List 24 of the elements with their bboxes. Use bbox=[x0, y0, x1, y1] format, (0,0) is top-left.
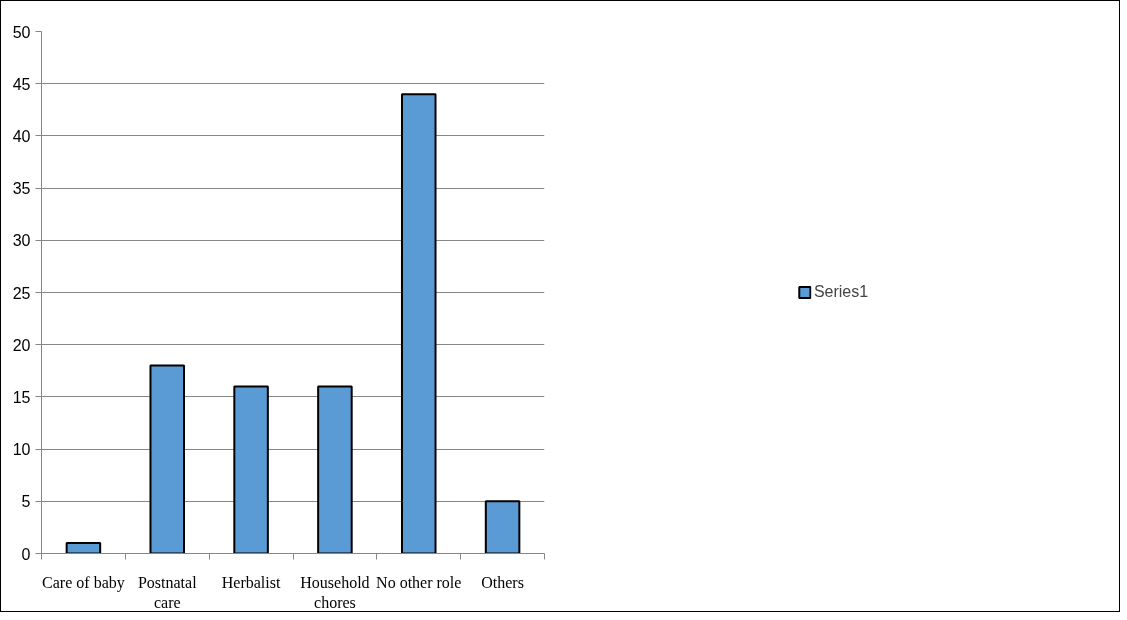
x-tick-label: Others bbox=[481, 573, 524, 591]
bar bbox=[400, 93, 437, 554]
y-tick-label: 40 bbox=[12, 127, 31, 145]
bar bbox=[484, 500, 521, 554]
x-tick-label: No other role bbox=[376, 573, 462, 591]
y-tick-label: 0 bbox=[21, 545, 31, 563]
y-tick-label: 20 bbox=[12, 336, 31, 354]
y-tick-label: 35 bbox=[12, 180, 31, 198]
legend-label: Series1 bbox=[813, 283, 869, 301]
y-tick-label: 25 bbox=[12, 284, 31, 302]
y-tick-label: 45 bbox=[12, 75, 31, 93]
bar bbox=[233, 385, 269, 554]
bar bbox=[317, 385, 353, 554]
bar bbox=[149, 364, 186, 554]
y-tick-label: 50 bbox=[12, 23, 31, 41]
bar bbox=[65, 542, 102, 554]
y-tick-label: 5 bbox=[21, 493, 31, 511]
x-tick-label: Postnatal care bbox=[137, 573, 198, 611]
x-tick-label: Care of baby bbox=[42, 573, 125, 592]
x-tick-label: Household chores bbox=[300, 573, 370, 611]
y-tick-label: 15 bbox=[12, 388, 31, 406]
y-tick-label: 30 bbox=[12, 232, 31, 250]
x-tick-label: Herbalist bbox=[221, 573, 281, 591]
y-tick-label: 10 bbox=[12, 441, 31, 459]
